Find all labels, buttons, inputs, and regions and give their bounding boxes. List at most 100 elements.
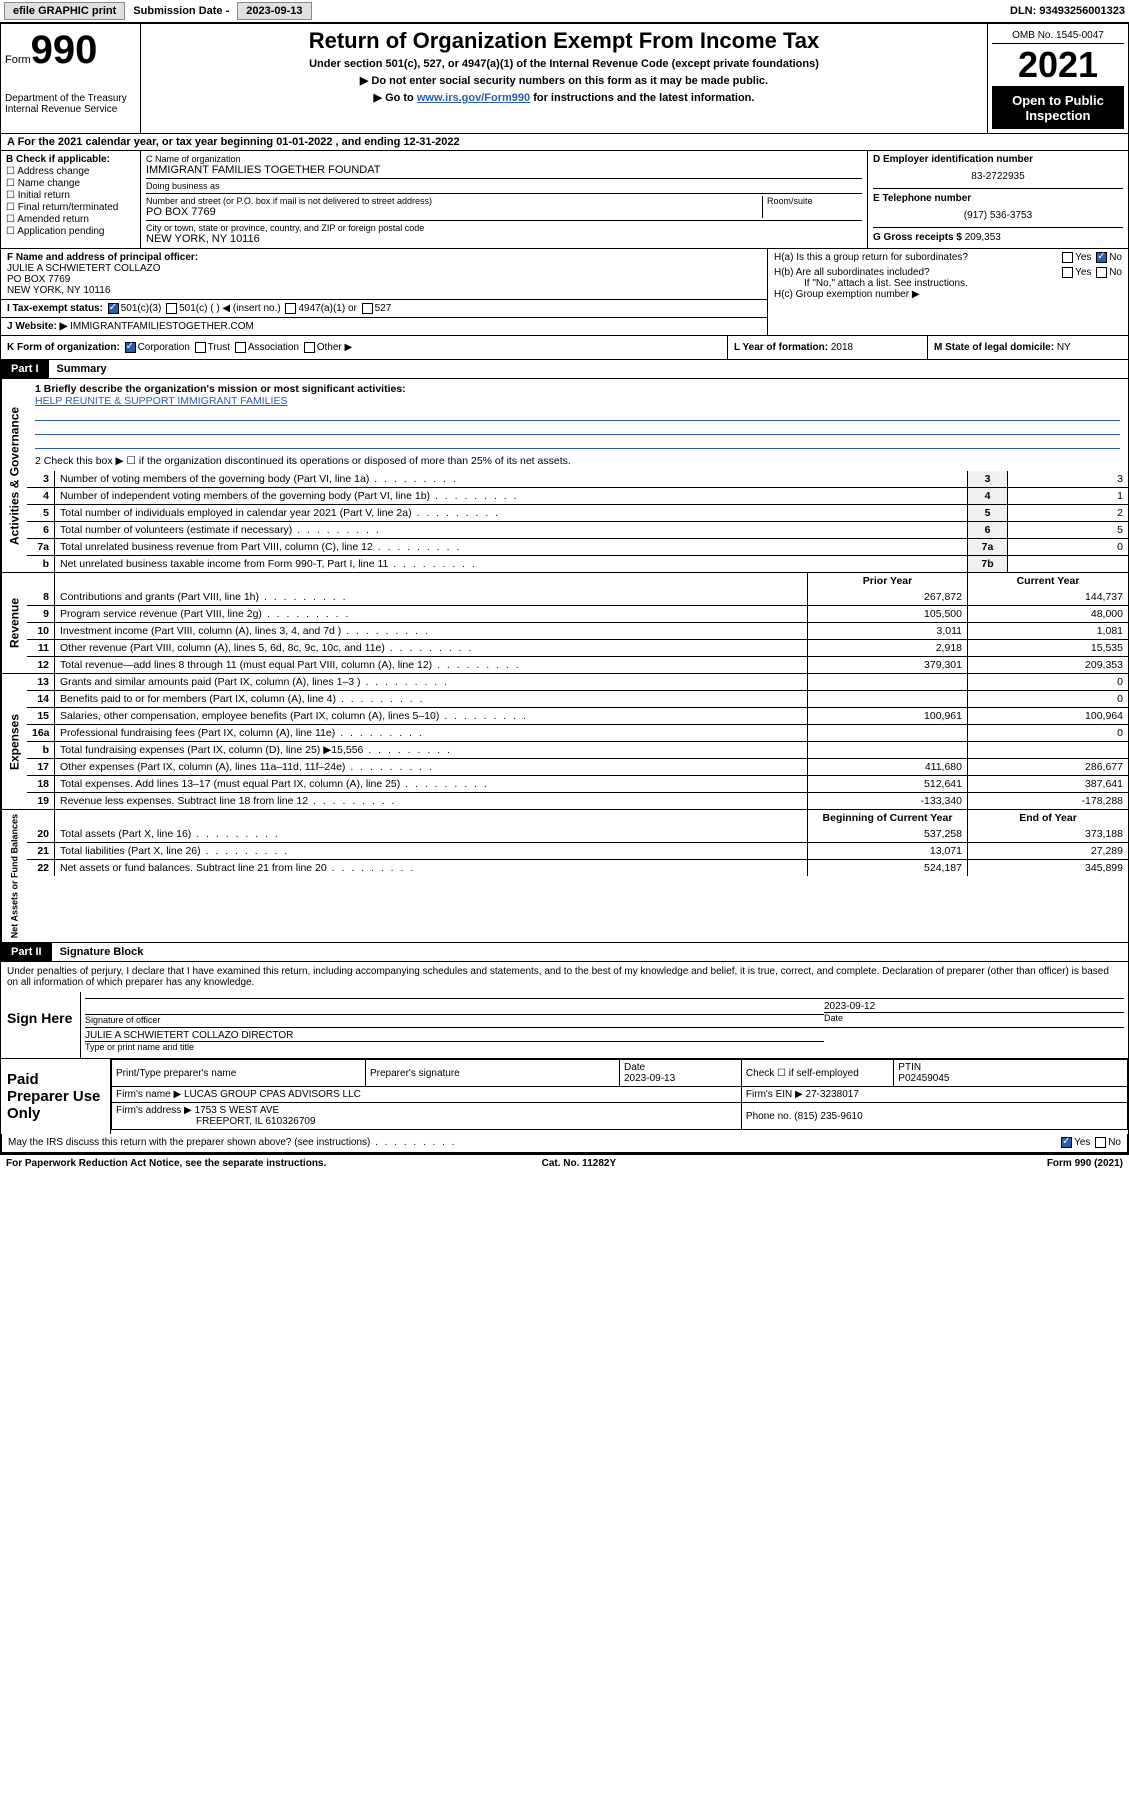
- chk-trust[interactable]: [195, 342, 206, 353]
- self-employed: Check ☐ if self-employed: [741, 1060, 893, 1087]
- line-12: 12Total revenue—add lines 8 through 11 (…: [27, 656, 1128, 673]
- chk-4947[interactable]: [285, 303, 296, 314]
- chk-final-return[interactable]: Final return/terminated: [6, 202, 135, 213]
- ha-yes[interactable]: [1062, 252, 1073, 263]
- chk-amended-return[interactable]: Amended return: [6, 214, 135, 225]
- name-title-label: Type or print name and title: [85, 1041, 824, 1052]
- current-year-header: Current Year: [968, 573, 1128, 589]
- firm-addr1: 1753 S WEST AVE: [195, 1105, 280, 1116]
- line-3: 3Number of voting members of the governi…: [27, 471, 1128, 487]
- discuss-label: May the IRS discuss this return with the…: [8, 1137, 456, 1148]
- mission-block: 1 Briefly describe the organization's mi…: [27, 379, 1128, 471]
- col-b: B Check if applicable: Address change Na…: [1, 151, 141, 248]
- col-b-label: B Check if applicable:: [6, 154, 135, 165]
- line-21: 21Total liabilities (Part X, line 26) 13…: [27, 842, 1128, 859]
- col-d: D Employer identification number 83-2722…: [868, 151, 1128, 248]
- year-formation-label: L Year of formation:: [734, 342, 831, 353]
- hb-yes[interactable]: [1062, 267, 1073, 278]
- website-label: J Website: ▶: [7, 321, 67, 332]
- form-prefix: Form: [5, 54, 31, 66]
- hb-label: H(b) Are all subordinates included?: [774, 267, 930, 278]
- chk-initial-return[interactable]: Initial return: [6, 190, 135, 201]
- col-c: C Name of organization IMMIGRANT FAMILIE…: [141, 151, 868, 248]
- gross-value: 209,353: [965, 232, 1001, 243]
- form-number: 990: [31, 28, 98, 72]
- chk-527[interactable]: [362, 303, 373, 314]
- dba-label: Doing business as: [146, 181, 862, 191]
- firm-name: LUCAS GROUP CPAS ADVISORS LLC: [184, 1089, 361, 1100]
- line-b: bNet unrelated business taxable income f…: [27, 555, 1128, 572]
- prep-sig-label: Preparer's signature: [366, 1060, 620, 1087]
- note-1: ▶ Do not enter social security numbers o…: [145, 74, 983, 87]
- submission-date: 2023-09-13: [237, 2, 311, 20]
- line-b: bTotal fundraising expenses (Part IX, co…: [27, 741, 1128, 758]
- officer-name-title: JULIE A SCHWIETERT COLLAZO DIRECTOR: [85, 1030, 824, 1041]
- efile-button[interactable]: efile GRAPHIC print: [4, 2, 125, 20]
- section-h: H(a) Is this a group return for subordin…: [768, 249, 1128, 335]
- revenue-section: Revenue Prior Year Current Year 8Contrib…: [0, 573, 1129, 674]
- form-id-cell: Form990 Department of the Treasury Inter…: [1, 24, 141, 133]
- year-cell: OMB No. 1545-0047 2021 Open to Public In…: [988, 24, 1128, 133]
- sign-here-label: Sign Here: [1, 992, 81, 1058]
- line-13: 13Grants and similar amounts paid (Part …: [27, 674, 1128, 690]
- part1-title: Summary: [49, 363, 107, 375]
- hb-no[interactable]: [1096, 267, 1107, 278]
- org-name: IMMIGRANT FAMILIES TOGETHER FOUNDAT: [146, 164, 862, 176]
- row-a: A For the 2021 calendar year, or tax yea…: [0, 134, 1129, 151]
- addr-value: PO BOX 7769: [146, 206, 762, 218]
- line-20: 20Total assets (Part X, line 16) 537,258…: [27, 826, 1128, 842]
- cat-no: Cat. No. 11282Y: [542, 1158, 616, 1169]
- page-footer: For Paperwork Reduction Act Notice, see …: [0, 1154, 1129, 1172]
- domicile: NY: [1057, 342, 1071, 353]
- line-22: 22Net assets or fund balances. Subtract …: [27, 859, 1128, 876]
- revenue-vlabel: Revenue: [1, 573, 27, 673]
- room-label: Room/suite: [767, 196, 862, 206]
- domicile-label: M State of legal domicile:: [934, 342, 1057, 353]
- discuss-no[interactable]: [1095, 1137, 1106, 1148]
- mission-value[interactable]: HELP REUNITE & SUPPORT IMMIGRANT FAMILIE…: [35, 395, 287, 407]
- dept-label: Department of the Treasury Internal Reve…: [5, 93, 136, 115]
- title-cell: Return of Organization Exempt From Incom…: [141, 24, 988, 133]
- line-7a: 7aTotal unrelated business revenue from …: [27, 538, 1128, 555]
- officer-label: F Name and address of principal officer:: [7, 252, 761, 263]
- chk-501c[interactable]: [166, 303, 177, 314]
- chk-application-pending[interactable]: Application pending: [6, 226, 135, 237]
- line-2: 2 Check this box ▶ ☐ if the organization…: [35, 455, 1120, 467]
- chk-other[interactable]: [304, 342, 315, 353]
- declaration-text: Under penalties of perjury, I declare th…: [1, 962, 1128, 992]
- ein-value: 83-2722935: [873, 171, 1123, 182]
- end-year-header: End of Year: [968, 810, 1128, 826]
- year-formation: 2018: [831, 342, 853, 353]
- sig-date: 2023-09-12: [824, 1001, 1124, 1012]
- preparer-section: Paid Preparer Use Only Print/Type prepar…: [1, 1058, 1128, 1134]
- netassets-vlabel: Net Assets or Fund Balances: [1, 810, 27, 942]
- chk-association[interactable]: [235, 342, 246, 353]
- chk-name-change[interactable]: Name change: [6, 178, 135, 189]
- instructions-link[interactable]: www.irs.gov/Form990: [417, 92, 530, 104]
- line-5: 5Total number of individuals employed in…: [27, 504, 1128, 521]
- expenses-section: Expenses 13Grants and similar amounts pa…: [0, 674, 1129, 810]
- tel-value: (917) 536-3753: [873, 210, 1123, 221]
- ha-no[interactable]: [1096, 252, 1107, 263]
- firm-addr2: FREEPORT, IL 610326709: [196, 1116, 316, 1127]
- discuss-yes[interactable]: [1061, 1137, 1072, 1148]
- subtitle: Under section 501(c), 527, or 4947(a)(1)…: [145, 58, 983, 70]
- line-10: 10Investment income (Part VIII, column (…: [27, 622, 1128, 639]
- line-14: 14Benefits paid to or for members (Part …: [27, 690, 1128, 707]
- officer-addr2: NEW YORK, NY 10116: [7, 285, 761, 296]
- prior-year-header: Prior Year: [808, 573, 968, 589]
- line-6: 6Total number of volunteers (estimate if…: [27, 521, 1128, 538]
- line-9: 9Program service revenue (Part VIII, lin…: [27, 605, 1128, 622]
- city-value: NEW YORK, NY 10116: [146, 233, 862, 245]
- addr-label: Number and street (or P.O. box if mail i…: [146, 196, 762, 206]
- part1-label: Part I: [1, 360, 49, 378]
- part2-label: Part II: [1, 943, 52, 961]
- chk-address-change[interactable]: Address change: [6, 166, 135, 177]
- chk-corporation[interactable]: [125, 342, 136, 353]
- ptin: P02459045: [898, 1073, 949, 1084]
- hb-note: If "No," attach a list. See instructions…: [804, 278, 1122, 289]
- hc-label: H(c) Group exemption number ▶: [774, 289, 1122, 300]
- tax-year: 2021: [992, 44, 1124, 87]
- paid-preparer-label: Paid Preparer Use Only: [1, 1059, 111, 1134]
- chk-501c3[interactable]: [108, 303, 119, 314]
